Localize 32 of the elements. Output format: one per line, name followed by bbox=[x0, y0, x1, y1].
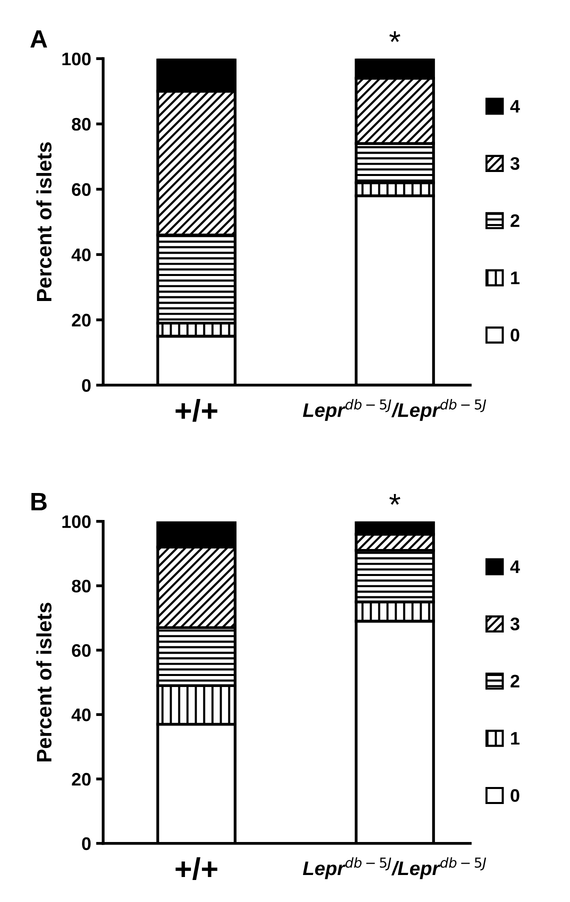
legend-label: 1 bbox=[511, 272, 520, 284]
x-tick-label: +/+ bbox=[176, 857, 218, 880]
legend-label: 2 bbox=[510, 214, 520, 227]
annotation: * bbox=[389, 31, 400, 42]
annotation: * bbox=[389, 494, 400, 505]
legend-label: 3 bbox=[510, 157, 520, 170]
legend-label: 2 bbox=[510, 674, 520, 688]
chart-title: A bbox=[30, 30, 48, 48]
y-tick-label: 80 bbox=[72, 580, 91, 592]
legend-label: 4 bbox=[510, 100, 520, 112]
legend-label: 3 bbox=[510, 618, 520, 630]
x-tick-label: Lepr$^{db−5J}$/Lepr$^{db−5J}$ bbox=[302, 857, 486, 880]
chart-title: B bbox=[31, 493, 47, 510]
y-tick-label: 40 bbox=[72, 708, 91, 722]
y-axis-title: Percent of islets bbox=[36, 602, 52, 762]
y-tick-label: 100 bbox=[62, 52, 91, 66]
y-tick-label: 20 bbox=[72, 772, 91, 786]
y-tick-label: 40 bbox=[72, 248, 91, 262]
x-tick-label: +/+ bbox=[176, 399, 218, 422]
y-tick-label: 60 bbox=[72, 183, 91, 196]
y-tick-label: 60 bbox=[72, 644, 91, 657]
y-tick-label: 100 bbox=[62, 515, 91, 528]
y-tick-label: 0 bbox=[82, 837, 91, 850]
x-tick-label: Lepr$^{db−5J}$/Lepr$^{db−5J}$ bbox=[302, 399, 486, 421]
y-tick-label: 0 bbox=[82, 379, 91, 392]
y-tick-label: 80 bbox=[72, 118, 91, 131]
y-axis-title: Percent of islets bbox=[36, 142, 52, 301]
legend-label: 0 bbox=[510, 328, 520, 342]
legend-label: 4 bbox=[510, 560, 520, 573]
y-tick-label: 20 bbox=[72, 314, 91, 327]
legend-label: 1 bbox=[511, 732, 520, 745]
legend-label: 0 bbox=[510, 789, 520, 802]
